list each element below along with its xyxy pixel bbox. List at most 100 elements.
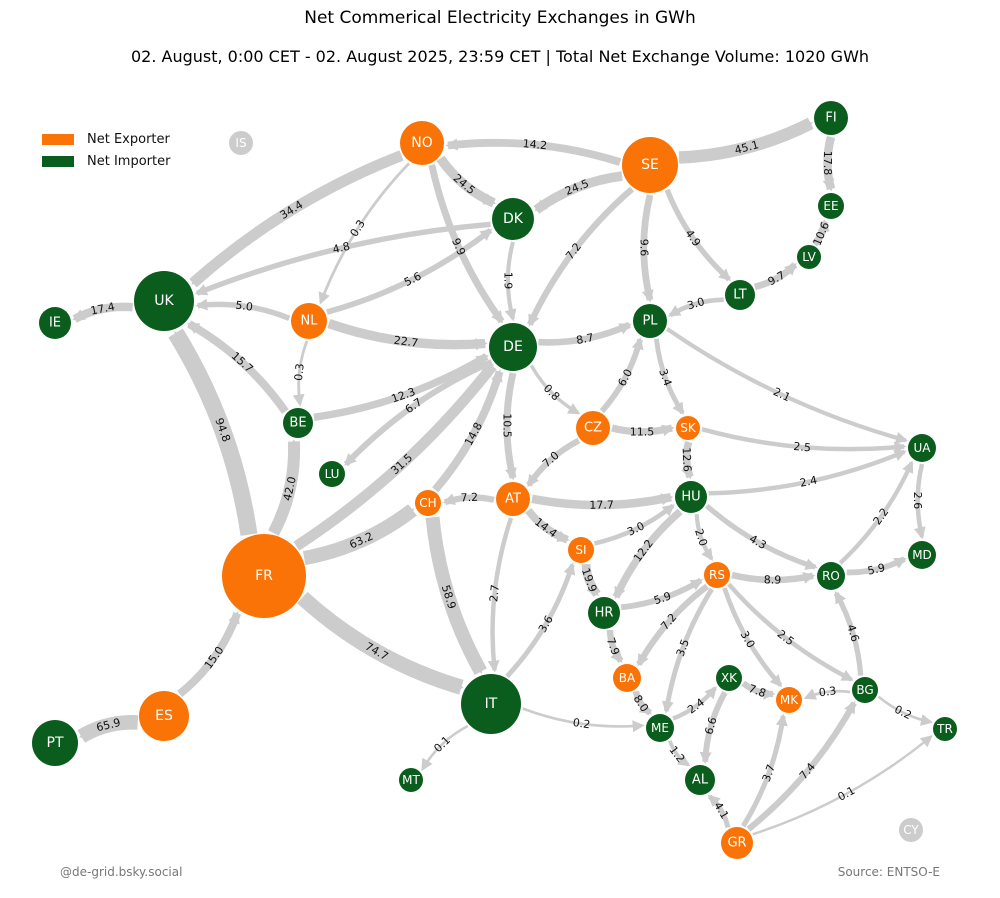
node-label-gr: GR: [727, 836, 746, 851]
edge-label-se-no: 14.2: [522, 137, 548, 152]
edge-no-de: [428, 164, 505, 324]
edge-label-se-pl: 9.6: [637, 239, 650, 257]
node-label-lt: LT: [733, 288, 746, 303]
edge-it-mt: [421, 724, 469, 772]
node-circle-mt: [399, 768, 423, 792]
node-circle-no: [400, 121, 444, 165]
edge-label-hr-rs: 5.9: [652, 589, 673, 607]
edge-label-bg-tr: 0.2: [892, 703, 913, 722]
edge-me-al: [668, 740, 691, 767]
node-label-at: AT: [505, 492, 521, 507]
edge-label-rs-me: 3.5: [674, 637, 692, 658]
edge-hr-ba: [606, 629, 624, 663]
node-fi: FI: [814, 101, 848, 135]
node-lv: LV: [797, 245, 821, 269]
edge-rs-bg: [727, 582, 854, 682]
node-circle-me: [646, 714, 674, 742]
node-label-es: ES: [155, 708, 173, 724]
node-label-ro: RO: [822, 569, 840, 583]
exporter-swatch: [42, 133, 74, 145]
node-lt: LT: [725, 280, 755, 310]
node-label-me: ME: [651, 721, 669, 735]
node-pl: PL: [633, 304, 667, 338]
edge-label-nl-uk: 5.0: [235, 299, 254, 314]
edge-be-uk: [187, 320, 289, 414]
edge-label-hu-ua: 2.4: [799, 474, 819, 490]
edge-nl-dk: [326, 227, 493, 315]
edge-es-fr: [177, 611, 242, 698]
edge-se-fi: [678, 117, 814, 164]
node-ro: RO: [817, 562, 845, 590]
node-me: ME: [646, 714, 674, 742]
edge-label-lv-ee: 10.6: [811, 220, 833, 248]
node-ee: EE: [818, 193, 844, 219]
node-circle-se: [622, 137, 678, 193]
node-cy: CY: [899, 818, 923, 842]
node-circle-cy: [899, 818, 923, 842]
edge-rs-ba: [636, 583, 709, 667]
edge-label-pl-sk: 3.4: [656, 367, 674, 388]
edge-label-no-de: 9.9: [449, 236, 468, 257]
node-circle-lu: [319, 461, 345, 487]
edge-label-dk-uk: 4.8: [331, 240, 351, 257]
edge-label-at-it: 2.7: [487, 584, 502, 603]
node-label-sk: SK: [680, 421, 697, 435]
edge-label-nl-de: 22.7: [393, 334, 419, 350]
edge-fr-it: [297, 591, 464, 695]
node-label-xk: XK: [721, 671, 738, 685]
node-label-mk: MK: [780, 693, 799, 707]
edge-at-si: [525, 507, 570, 544]
edge-ch-de: [432, 369, 504, 493]
edge-cz-pl: [599, 337, 644, 414]
node-no: NO: [400, 121, 444, 165]
edge-xk-mk: [741, 680, 776, 700]
node-circle-dk: [492, 198, 534, 240]
node-circle-is: [229, 131, 253, 155]
node-label-is: IS: [235, 136, 246, 150]
edge-label-gr-mk: 3.7: [760, 763, 778, 784]
edge-nl-de: [327, 319, 488, 351]
edge-sk-ua: [701, 427, 907, 454]
edge-label-cz-sk: 11.5: [630, 425, 655, 438]
edge-de-pl: [538, 321, 632, 346]
node-circle-rs: [704, 562, 730, 588]
edge-fr-uk: [168, 328, 258, 536]
node-label-rs: RS: [709, 568, 725, 582]
node-xk: XK: [716, 665, 742, 691]
legend: Net Exporter Net Importer: [42, 128, 170, 172]
node-pt: PT: [32, 720, 78, 766]
node-hu: HU: [675, 481, 707, 513]
edge-ua-md: [913, 463, 926, 540]
node-si: SI: [568, 537, 594, 563]
node-label-tr: TR: [936, 722, 953, 736]
edge-dk-de: [504, 241, 517, 322]
node-ie: IE: [39, 307, 71, 339]
node-ua: UA: [908, 434, 936, 462]
edge-me-xk: [672, 686, 717, 721]
node-al: AL: [685, 765, 715, 795]
node-label-fr: FR: [255, 568, 273, 584]
node-label-nl: NL: [301, 314, 319, 329]
edge-dk-uk: [194, 221, 491, 296]
edge-no-dk: [436, 155, 496, 208]
edge-label-hu-rs: 2.0: [692, 527, 710, 548]
edge-de-at: [503, 372, 517, 481]
node-tr: TR: [933, 717, 957, 741]
edge-hr-rs: [620, 577, 703, 611]
node-label-pl: PL: [642, 314, 658, 329]
node-circle-gr: [721, 827, 753, 859]
edge-no-nl: [318, 162, 411, 305]
edge-label-dk-de: 1.9: [501, 272, 514, 290]
edge-ro-md: [846, 556, 907, 576]
edge-si-hr: [581, 563, 601, 597]
edge-ba-me: [632, 690, 653, 716]
edge-label-uk-ie: 17.4: [89, 300, 116, 318]
node-label-ba: BA: [619, 671, 636, 685]
edge-label-de-at: 10.5: [500, 413, 513, 438]
edge-be-de: [313, 353, 489, 421]
node-at: AT: [496, 482, 530, 516]
edge-bg-mk: [803, 688, 851, 700]
node-is: IS: [229, 131, 253, 155]
edge-label-xk-al: 6.6: [702, 716, 719, 736]
